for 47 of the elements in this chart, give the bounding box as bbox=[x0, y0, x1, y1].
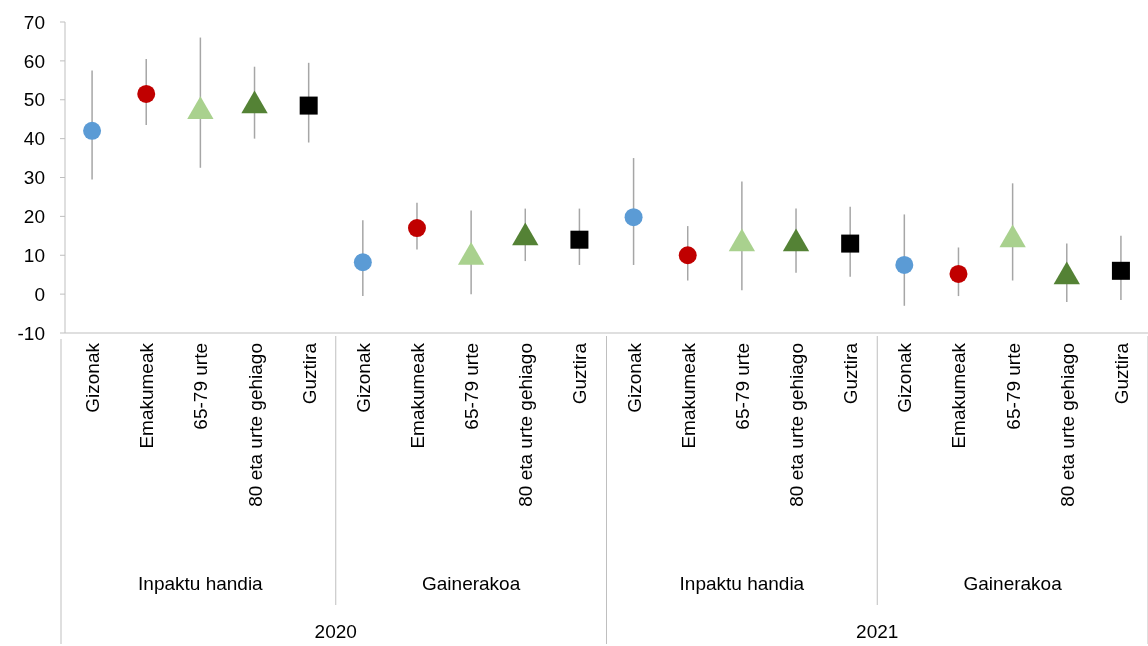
text: 2021 bbox=[856, 621, 899, 642]
text: 2020 bbox=[314, 621, 357, 642]
point bbox=[624, 208, 643, 227]
y-tick-label: 30 bbox=[23, 167, 45, 189]
text: Gainerakoa bbox=[963, 573, 1063, 594]
y-tick-label: 20 bbox=[23, 206, 45, 228]
x-tick-label: Guztira bbox=[569, 342, 591, 405]
text: Inpaktu handia bbox=[138, 573, 264, 594]
point bbox=[570, 230, 589, 249]
x-tick-label: Gizonak bbox=[82, 342, 104, 413]
y-tick-label: 40 bbox=[23, 128, 45, 150]
x-tick-label: Gizonak bbox=[352, 342, 374, 413]
y-tick-label: 10 bbox=[23, 244, 45, 266]
point bbox=[841, 234, 860, 253]
y-tick-label: 60 bbox=[23, 50, 45, 72]
y-tick-label: 50 bbox=[23, 89, 45, 111]
point bbox=[299, 96, 318, 115]
x-tick-label: Guztira bbox=[1110, 342, 1132, 405]
text: Gainerakoa bbox=[422, 573, 521, 594]
x-tick-label: 80 eta urte gehiago bbox=[786, 343, 808, 507]
point bbox=[137, 84, 156, 103]
x-tick-label: Guztira bbox=[298, 342, 320, 405]
point bbox=[83, 121, 102, 140]
x-tick-label: Emakumeak bbox=[677, 342, 699, 449]
point bbox=[678, 246, 697, 265]
x-tick-label: 65-79 urte bbox=[731, 343, 753, 430]
x-tick-label: 65-79 urte bbox=[190, 343, 212, 430]
x-tick-label: 80 eta urte gehiago bbox=[244, 343, 266, 507]
point bbox=[949, 264, 968, 283]
point bbox=[895, 255, 914, 274]
x-tick-label: 65-79 urte bbox=[461, 343, 483, 430]
x-tick-label: 65-79 urte bbox=[1002, 343, 1024, 430]
x-tick-label: Gizonak bbox=[894, 342, 916, 413]
x-tick-label: Emakumeak bbox=[406, 342, 428, 449]
point bbox=[353, 253, 372, 272]
x-tick-label: Guztira bbox=[840, 342, 862, 405]
x-tick-label: Emakumeak bbox=[136, 342, 158, 449]
point bbox=[407, 219, 426, 238]
text: Inpaktu handia bbox=[679, 573, 805, 594]
point bbox=[1111, 261, 1130, 280]
y-tick-label: -10 bbox=[17, 322, 45, 344]
x-tick-label: 80 eta urte gehiago bbox=[515, 343, 537, 507]
x-tick-label: Gizonak bbox=[623, 342, 645, 413]
y-tick-label: 0 bbox=[34, 283, 45, 305]
y-tick-label: 70 bbox=[23, 11, 45, 33]
x-tick-label: Emakumeak bbox=[948, 342, 970, 449]
x-tick-label: 80 eta urte gehiago bbox=[1056, 343, 1078, 507]
